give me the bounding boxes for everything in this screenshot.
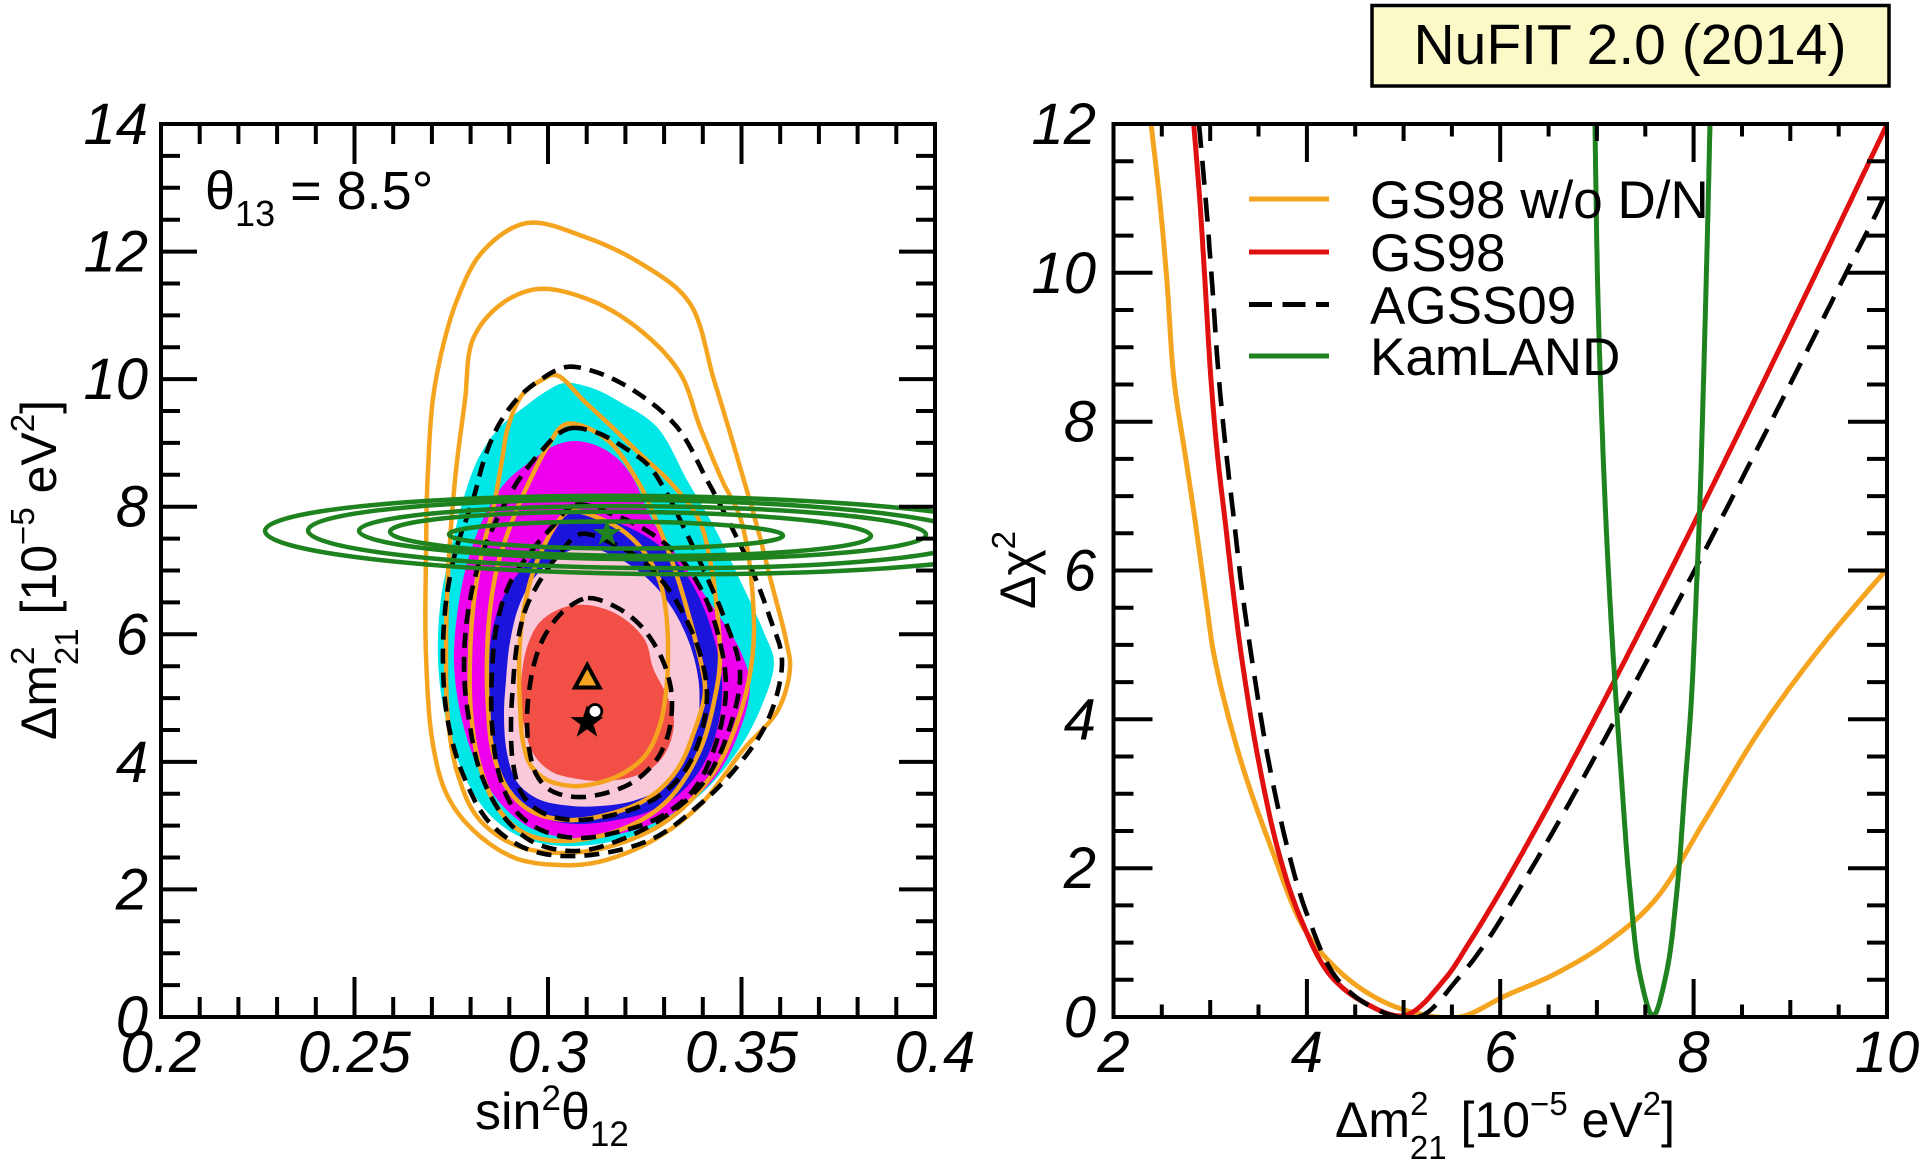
svg-text:0: 0 [116, 985, 148, 1050]
svg-text:0.4: 0.4 [895, 1020, 976, 1085]
svg-text:2: 2 [1096, 1020, 1129, 1085]
svg-text:NuFIT 2.0 (2014): NuFIT 2.0 (2014) [1414, 13, 1847, 77]
svg-text:12: 12 [83, 220, 148, 285]
svg-text:2: 2 [115, 857, 148, 922]
svg-text:12: 12 [1031, 92, 1096, 157]
svg-text:0.35: 0.35 [685, 1020, 799, 1085]
svg-text:0.3: 0.3 [508, 1020, 589, 1085]
svg-text:6: 6 [116, 602, 149, 667]
svg-text:2: 2 [1063, 836, 1096, 901]
svg-text:10: 10 [83, 347, 148, 412]
svg-text:8: 8 [116, 475, 148, 540]
svg-text:0.2: 0.2 [121, 1020, 202, 1085]
svg-text:GS98 w/o D/N: GS98 w/o D/N [1370, 171, 1709, 230]
svg-text:8: 8 [1064, 390, 1096, 455]
svg-text:14: 14 [83, 92, 148, 157]
svg-text:10: 10 [1855, 1020, 1920, 1085]
svg-text:4: 4 [1064, 687, 1096, 752]
svg-text:6: 6 [1484, 1020, 1517, 1085]
svg-text:4: 4 [1291, 1020, 1323, 1085]
svg-text:AGSS09: AGSS09 [1370, 277, 1576, 336]
svg-text:0: 0 [1064, 985, 1096, 1050]
svg-text:4: 4 [116, 730, 148, 795]
svg-text:GS98: GS98 [1370, 224, 1506, 283]
svg-text:KamLAND: KamLAND [1370, 328, 1620, 387]
svg-text:10: 10 [1031, 241, 1096, 306]
svg-text:0.25: 0.25 [298, 1020, 412, 1085]
svg-text:6: 6 [1064, 539, 1097, 604]
svg-text:8: 8 [1677, 1020, 1709, 1085]
